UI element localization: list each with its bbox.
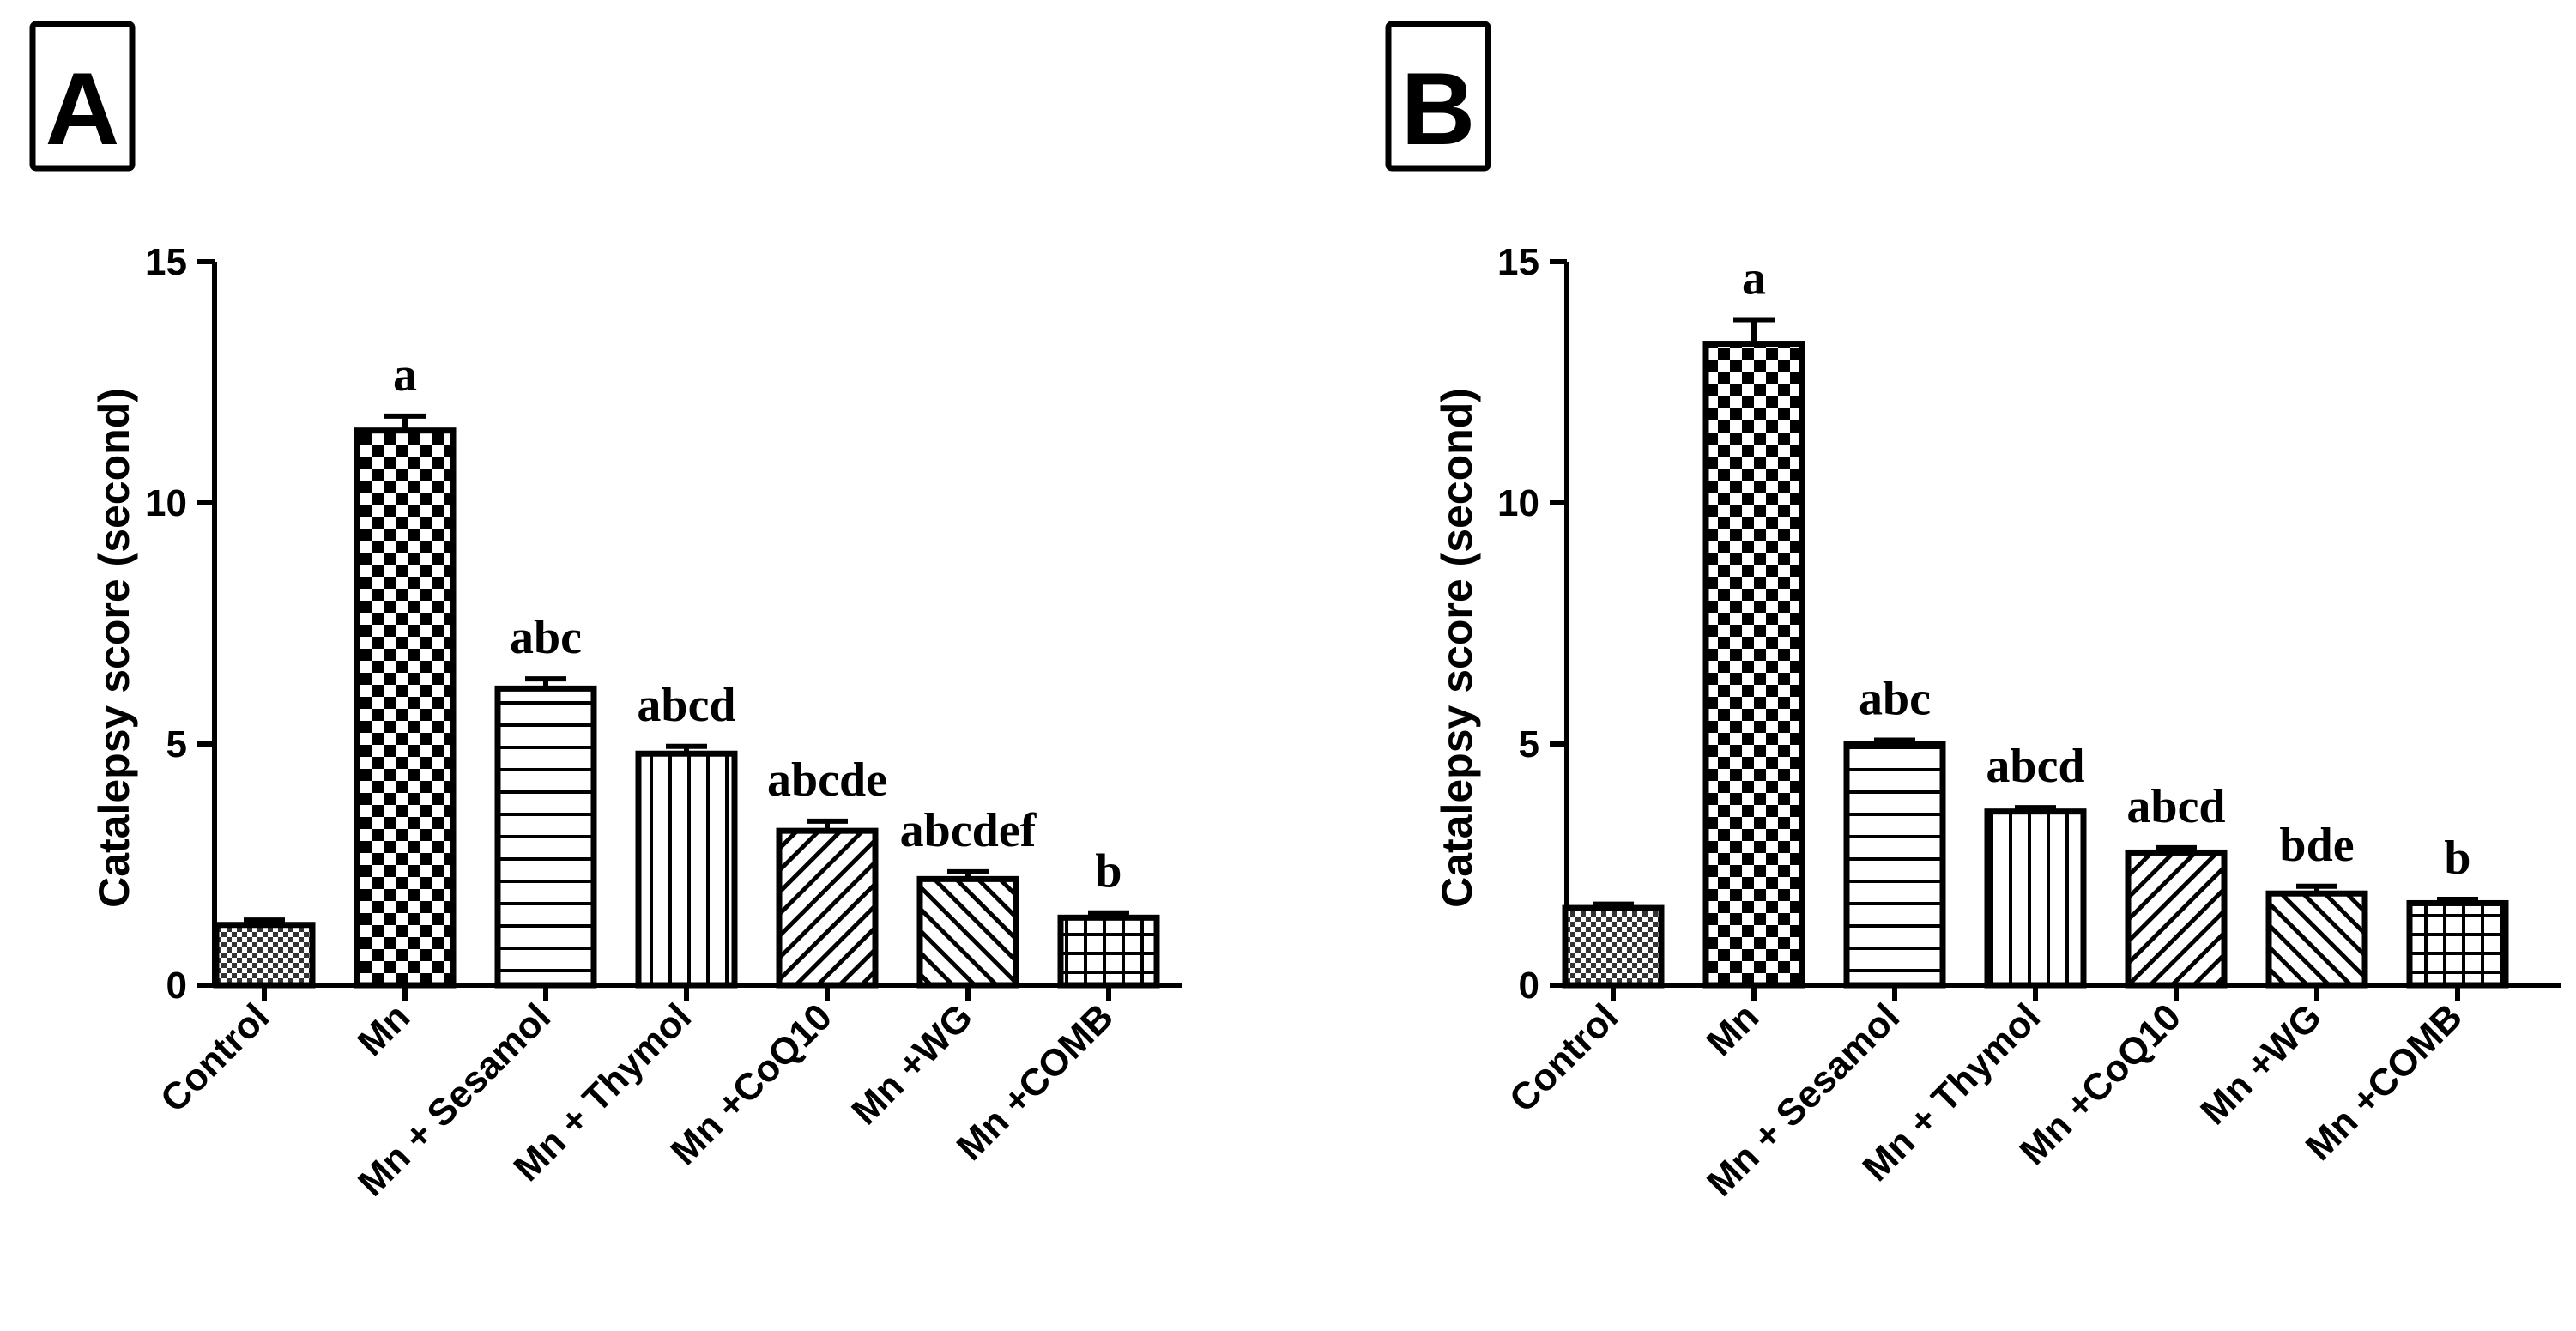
panel-a-error-bar-6 xyxy=(1088,910,1129,918)
panel-a-bar-2 xyxy=(494,685,597,989)
panel-b-bar-0 xyxy=(1562,904,1665,989)
panel-b-bar-6 xyxy=(2406,899,2509,989)
panel-b-bar-1 xyxy=(1702,341,1805,989)
panel-a-error-bar-0 xyxy=(244,917,285,925)
panel-a-bar-6 xyxy=(1057,914,1160,989)
panel-a-y-tick-label: 5 xyxy=(166,723,187,765)
panel-b-significance-label-3: abcd xyxy=(1986,740,2084,793)
panel-b-bar-2 xyxy=(1843,741,1946,989)
panel-b-category-label-1: Mn xyxy=(1698,995,1767,1064)
panel-b-bars: a abc abcd abcd bde b xyxy=(1562,251,2509,989)
panel-a-significance-label-6: b xyxy=(1095,845,1122,898)
panel-a-significance-label-1: a xyxy=(393,348,417,402)
panel-a-significance-label-5: abcdef xyxy=(900,804,1037,857)
panel-b-error-bar-0 xyxy=(1593,901,1634,909)
panel-b-significance-label-5: bde xyxy=(2279,819,2354,872)
panel-b-error-bar-1 xyxy=(1733,317,1775,344)
panel-b-significance-label-6: b xyxy=(2444,832,2470,885)
panel-a: A Catalepsy score (second) 0 5 10 15 Control… xyxy=(29,21,1182,1204)
panel-a-y-tick-label: 15 xyxy=(145,241,187,283)
panel-b-category-label-0: Control xyxy=(1502,995,1626,1120)
panel-b-error-bar-4 xyxy=(2156,844,2197,853)
panel-a-error-bar-2 xyxy=(525,676,566,689)
panel-a-category-label-5: Mn +WG xyxy=(844,995,981,1133)
panel-a-significance-label-2: abc xyxy=(510,611,582,664)
panel-a-bar-0 xyxy=(213,922,316,989)
panel-b-significance-label-4: abcd xyxy=(2126,780,2225,833)
panel-a-bar-1 xyxy=(354,427,457,989)
panel-a-error-bar-5 xyxy=(947,868,989,880)
panel-b: B Catalepsy score (second) 0 5 10 15 Control… xyxy=(1385,21,2561,1204)
panel-b-error-bar-5 xyxy=(2296,883,2337,894)
panel-a-y-tick-label: 10 xyxy=(145,482,187,524)
panel-a-significance-label-3: abcd xyxy=(637,679,735,732)
panel-b-y-axis-label: Catalepsy score (second) xyxy=(1433,388,1481,908)
panel-a-badge xyxy=(29,21,136,172)
panel-b-y-tick-label: 0 xyxy=(1519,965,1539,1007)
panel-a-error-bar-4 xyxy=(807,818,848,832)
panel-b-significance-label-1: a xyxy=(1742,251,1766,305)
panel-b-letter: B xyxy=(1401,51,1476,166)
panel-b-error-bar-3 xyxy=(2015,805,2056,812)
panel-b-y-tick-label: 5 xyxy=(1519,723,1539,765)
panel-b-bar-4 xyxy=(2125,849,2228,989)
panel-a-category-label-0: Control xyxy=(153,995,277,1120)
panel-b-error-bar-6 xyxy=(2437,896,2478,904)
panel-b-category-label-5: Mn +WG xyxy=(2192,995,2330,1133)
panel-b-significance-label-2: abc xyxy=(1859,673,1931,726)
panel-a-bar-5 xyxy=(916,875,1019,989)
panel-b-badge xyxy=(1385,21,1491,172)
panel-a-y-axis-label: Catalepsy score (second) xyxy=(90,388,138,908)
panel-b-bar-5 xyxy=(2265,890,2368,989)
panel-b-bar-3 xyxy=(1984,808,2087,989)
panel-a-category-label-1: Mn xyxy=(349,995,418,1064)
panel-b-y-tick-label: 15 xyxy=(1497,241,1539,283)
panel-a-error-bar-1 xyxy=(384,413,426,431)
panel-b-error-bar-2 xyxy=(1874,737,1915,744)
panel-b-y-tick-label: 10 xyxy=(1497,482,1539,524)
panel-a-error-bar-3 xyxy=(666,743,707,754)
panel-a-bar-4 xyxy=(776,827,879,989)
panel-a-letter: A xyxy=(45,51,120,166)
panel-a-bar-3 xyxy=(635,750,738,989)
panel-a-significance-label-4: abcde xyxy=(767,753,887,807)
panel-a-y-tick-label: 0 xyxy=(166,965,187,1007)
